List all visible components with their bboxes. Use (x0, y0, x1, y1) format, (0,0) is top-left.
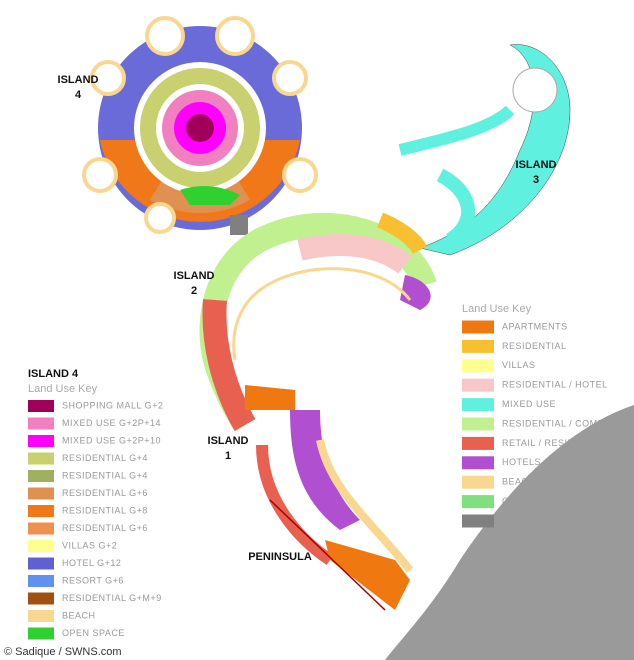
credit-bg (0, 644, 210, 660)
legend-label: BEACH (502, 477, 536, 487)
island-label: ISLAND (516, 159, 557, 171)
legend-label: RESIDENTIAL (502, 341, 567, 351)
legend-label: BEACH (62, 610, 96, 620)
legend-label: RESORT G+6 (62, 575, 124, 585)
island-number: 2 (191, 285, 197, 297)
legend-swatch (28, 470, 54, 482)
legend-swatch (462, 398, 494, 412)
island-number: 1 (225, 450, 231, 462)
legend-swatch (28, 592, 54, 605)
legend-label: APARTMENTS (502, 321, 568, 331)
legend-swatch (28, 575, 54, 587)
legend-label: RESIDENTIAL G+8 (62, 505, 148, 515)
legend-label: MIXED USE (502, 399, 556, 409)
legend-swatch (462, 359, 494, 373)
legend-swatch (462, 456, 494, 470)
legend-swatch (462, 514, 494, 528)
legend-label: RESIDENTIAL / HOTEL (502, 380, 608, 390)
legend-label: HOTEL G+12 (62, 558, 121, 568)
legend-label: MIXED USE G+2P+14 (62, 418, 161, 428)
island-2-plan (199, 212, 437, 432)
island4-legend-title: ISLAND 4 (28, 368, 79, 380)
legend-swatch (28, 540, 54, 552)
legend-swatch (28, 627, 54, 640)
island-label: ISLAND (58, 74, 99, 86)
island-4-plan (82, 16, 318, 235)
main-legend-title: Land Use Key (462, 303, 532, 315)
legend-label: RETAIL / RESIDENTIAL (502, 438, 609, 448)
legend-swatch (28, 435, 54, 447)
legend-label: RESIDENTIAL G+6 (62, 488, 148, 498)
island-3-plan (398, 44, 571, 256)
legend-swatch (28, 417, 54, 430)
legend-swatch (28, 452, 54, 465)
legend-label: UTILITIES (502, 515, 549, 525)
legend-label: OPEN SPACE (62, 628, 125, 638)
legend-label: RESIDENTIAL G+6 (62, 523, 148, 533)
peninsula-plan (325, 540, 410, 610)
legend-swatch (462, 436, 494, 450)
legend-swatch (462, 320, 494, 334)
peninsula-label: PENINSULA (248, 551, 312, 563)
legend-label: MIXED USE G+2P+10 (62, 435, 161, 445)
legend-label: RESIDENTIAL G+4 (62, 470, 148, 480)
legend-label: VILLAS (502, 360, 536, 370)
legend-swatch (28, 505, 54, 517)
legend-swatch (462, 339, 494, 353)
legend-label: OPEN SPACE (502, 496, 565, 506)
island-1-plan (245, 385, 414, 573)
legend-label: RESIDENTIAL G+4 (62, 453, 148, 463)
legend-swatch (462, 378, 494, 392)
legend-label: SHOPPING MALL G+2 (62, 400, 163, 410)
island-label: ISLAND (174, 270, 215, 282)
island-label: ISLAND (208, 435, 249, 447)
peninsula-edge (269, 499, 386, 611)
legend-swatch (28, 557, 54, 570)
legend-swatch (28, 522, 54, 535)
legend-swatch (28, 610, 54, 622)
legend-swatch (462, 417, 494, 431)
island-number: 4 (75, 89, 82, 101)
legend-label: RESIDENTIAL G+M+9 (62, 593, 162, 603)
mainland (385, 405, 634, 660)
credit: © Sadique / SWNS.com (4, 646, 122, 658)
legend-label: RESIDENTIAL / COMMERCIAL (502, 418, 634, 428)
legend-label: VILLAS G+2 (62, 540, 117, 550)
island4-legend-subtitle: Land Use Key (28, 383, 98, 395)
legend-swatch (462, 475, 494, 489)
island-number: 3 (533, 174, 539, 186)
legend-swatch (28, 400, 54, 412)
legend-swatch (28, 487, 54, 500)
legend-label: HOTELS & RESORT (502, 457, 594, 467)
legend-swatch (462, 495, 494, 509)
